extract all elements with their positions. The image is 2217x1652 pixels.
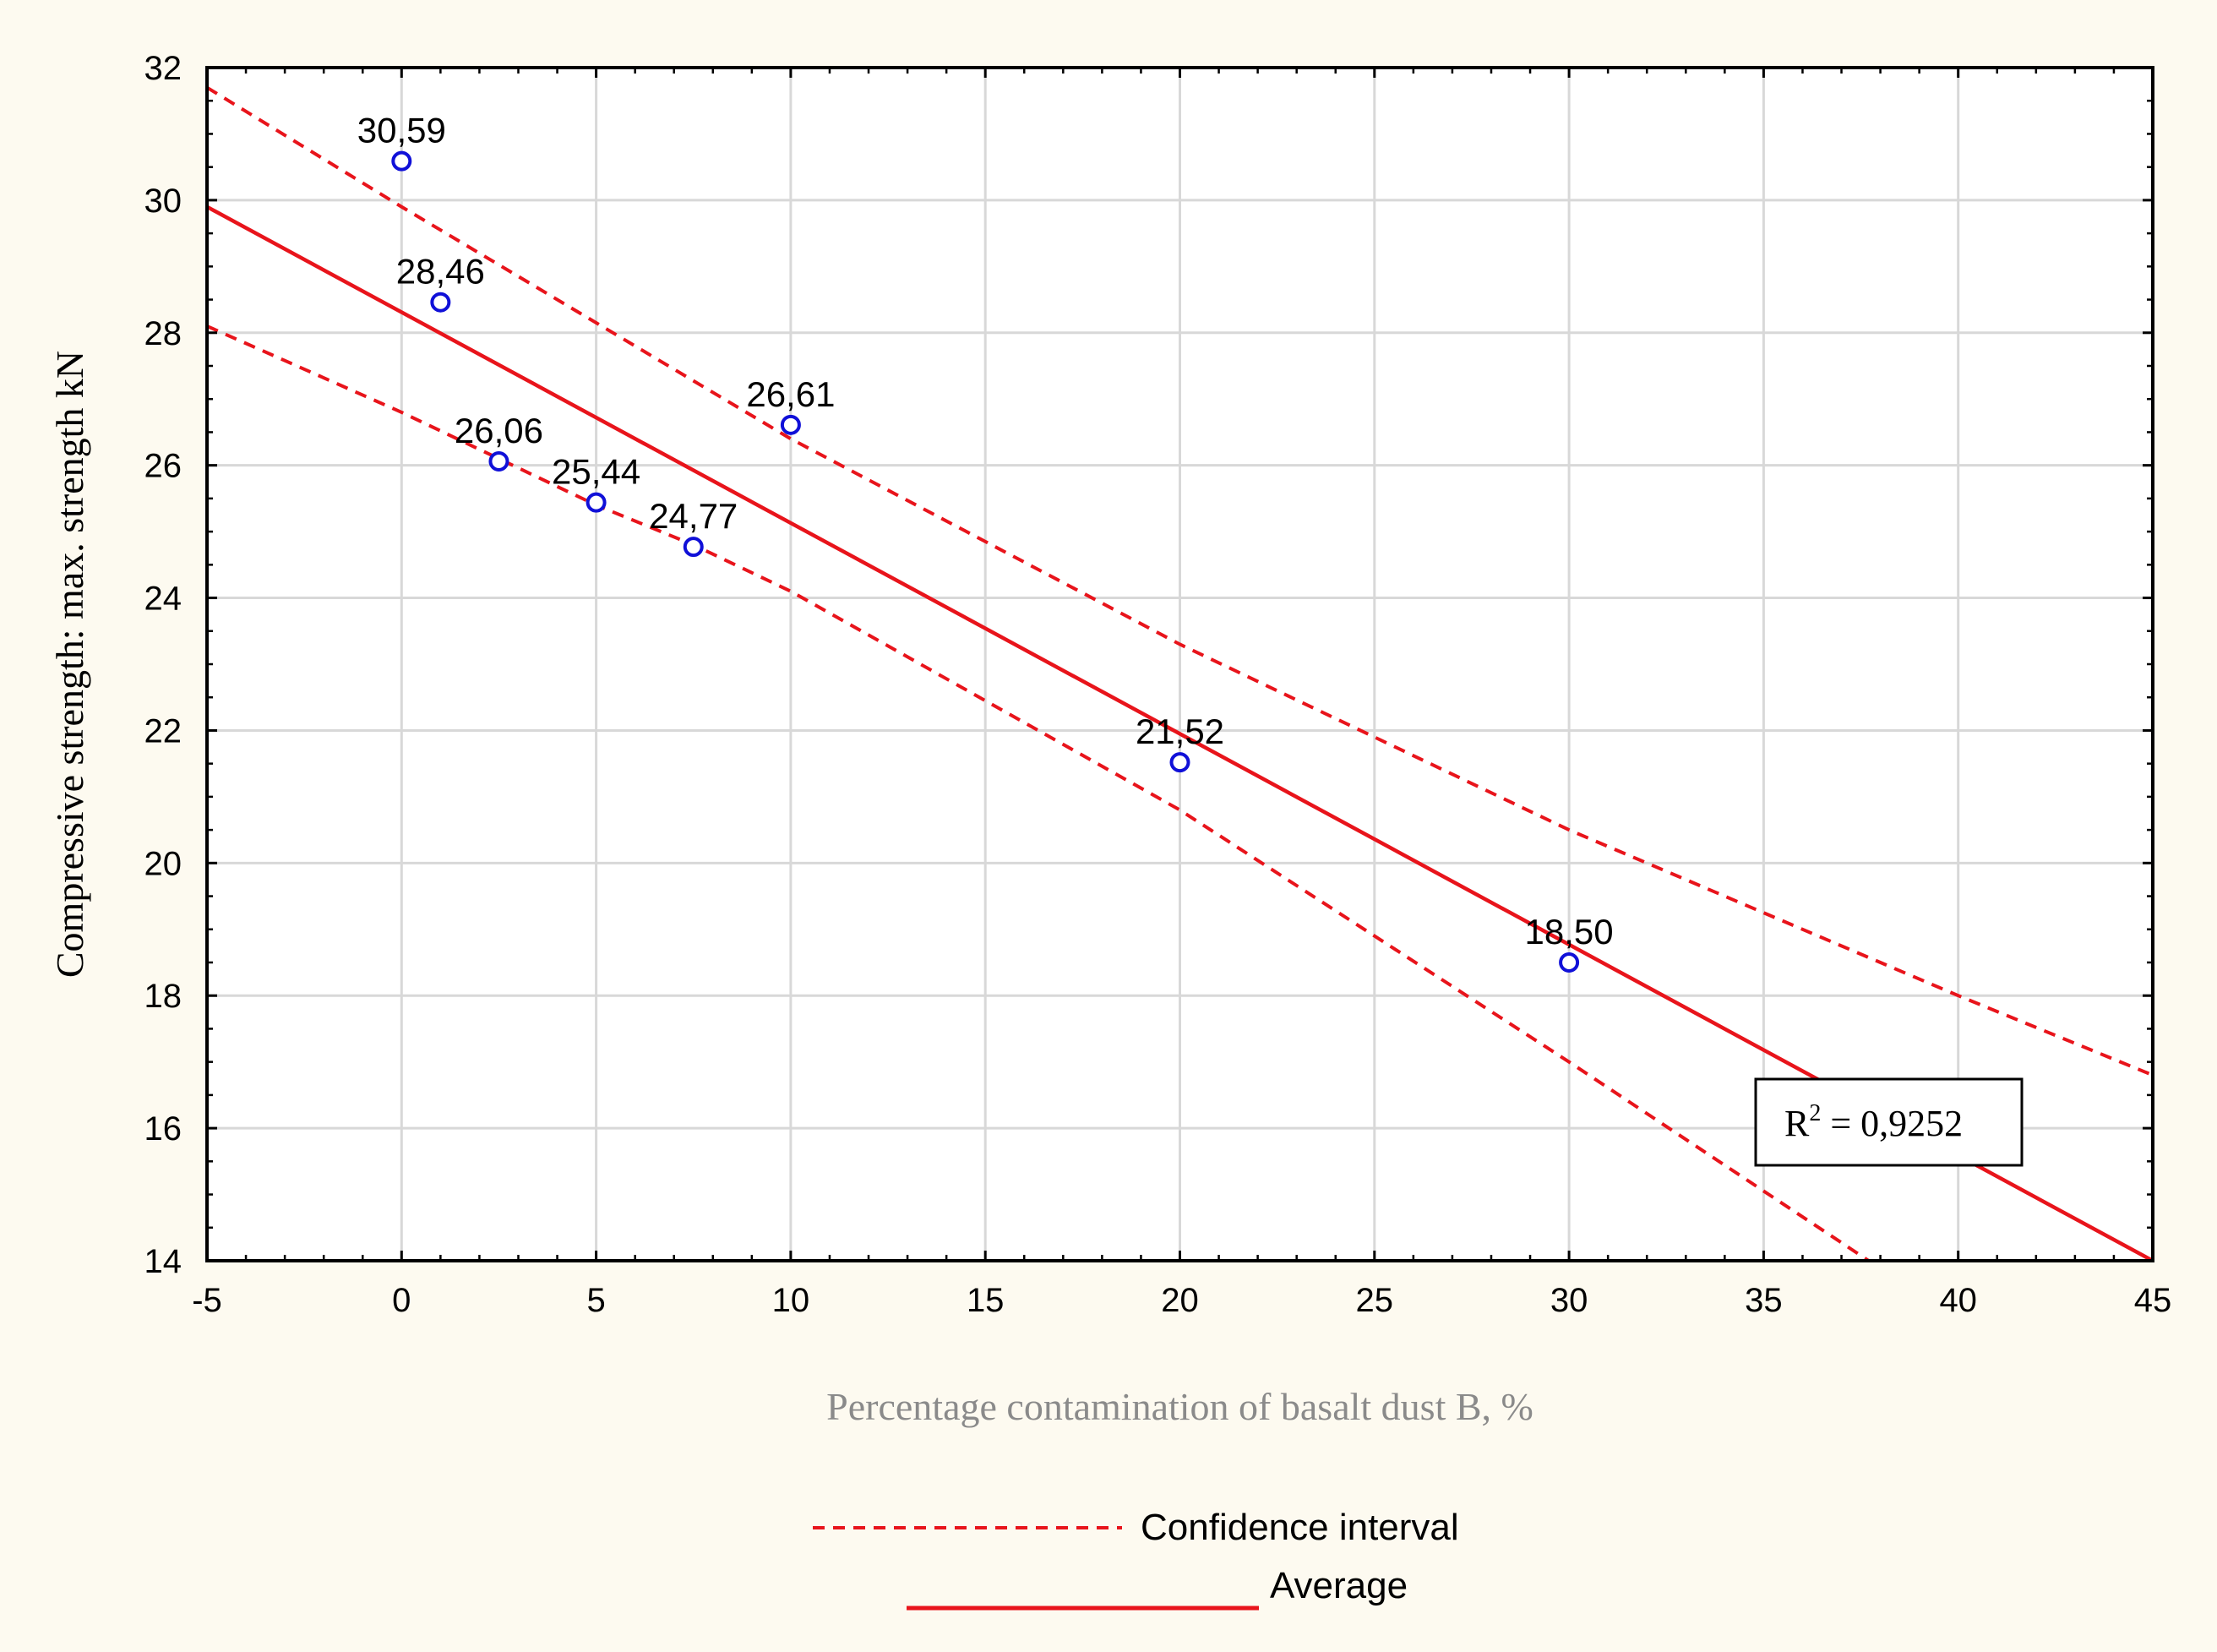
- data-point-label: 18,50: [1525, 912, 1614, 951]
- x-tick-label: 10: [772, 1282, 810, 1319]
- data-point-marker: [586, 492, 607, 513]
- legend: Confidence interval Average: [813, 1507, 1459, 1611]
- data-point-label: 24,77: [649, 496, 738, 536]
- r-squared-box: [1754, 1077, 2024, 1167]
- axis-ticks: -5 0 5 10 15 20 25 30 35 40 45 14 16 18 20 22 24 26 28 30 32: [144, 50, 2172, 1319]
- x-tick-label: 0: [392, 1282, 411, 1319]
- x-tick-label: 45: [2134, 1282, 2172, 1319]
- data-point-marker: [1169, 752, 1190, 773]
- y-axis-label: Compressive strength: max. strength kN: [48, 351, 91, 978]
- y-tick-label: 20: [144, 845, 182, 882]
- data-point-label: 26,61: [746, 374, 835, 414]
- y-tick-label: 16: [144, 1110, 182, 1148]
- data-point-marker: [780, 414, 801, 435]
- r-squared-value: = 0,9252: [1821, 1103, 1963, 1144]
- x-tick-label: 25: [1356, 1282, 1394, 1319]
- y-tick-label: 30: [144, 183, 182, 220]
- x-tick-label: 40: [1939, 1282, 1977, 1319]
- x-tick-label: 30: [1550, 1282, 1588, 1319]
- data-point-marker: [391, 150, 412, 172]
- r-squared-prefix: R: [1784, 1103, 1810, 1144]
- r-squared-exponent: 2: [1809, 1100, 1821, 1126]
- confidence-upper-line: [207, 85, 2153, 1077]
- x-tick-label: 20: [1161, 1282, 1199, 1319]
- data-point-label: 25,44: [552, 452, 640, 492]
- y-tick-label: 24: [144, 581, 182, 618]
- data-point-label: 21,52: [1136, 712, 1224, 751]
- r-squared-annotation: R2 = 0,9252: [1754, 1077, 2024, 1167]
- x-tick-label: 35: [1745, 1282, 1783, 1319]
- data-point-marker: [430, 292, 451, 313]
- data-point-marker: [683, 537, 704, 558]
- confidence-lower-line: [207, 324, 1870, 1261]
- y-tick-label: 26: [144, 448, 182, 485]
- legend-label-confidence: Confidence interval: [1141, 1507, 1459, 1548]
- x-axis-label: Percentage contamination of basalt dust …: [826, 1385, 1533, 1428]
- y-tick-label: 22: [144, 712, 182, 750]
- y-tick-label: 28: [144, 315, 182, 352]
- y-tick-label: 14: [144, 1243, 182, 1280]
- r-squared-text: R2 = 0,9252: [1784, 1100, 1963, 1144]
- legend-label-average: Average: [1270, 1565, 1408, 1606]
- x-tick-label: 15: [967, 1282, 1005, 1319]
- x-tick-label: -5: [192, 1282, 222, 1319]
- y-tick-label: 32: [144, 50, 182, 87]
- x-tick-label: 5: [586, 1282, 605, 1319]
- data-point-marker: [1559, 952, 1580, 973]
- data-point-label: 26,06: [455, 411, 543, 450]
- y-tick-label: 18: [144, 978, 182, 1015]
- data-point-label: 30,59: [357, 111, 446, 150]
- data-point-label: 28,46: [396, 252, 485, 292]
- data-point-marker: [488, 450, 509, 472]
